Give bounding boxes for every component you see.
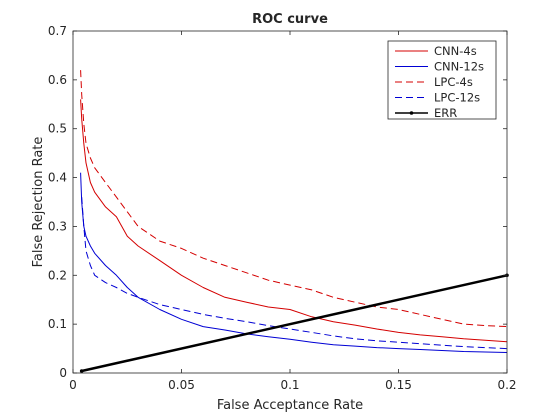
- series-line-err: [81, 274, 508, 373]
- x-tick-label: 0.15: [385, 378, 412, 392]
- ticks-layer: 0 0.05 0.1 0.15 0.2 0 0.1 0.2 0.3 0.4 0.5 0.6 0.7: [48, 24, 517, 392]
- series-line-lpc-12s: [81, 197, 508, 350]
- x-tick-label: 0.05: [168, 378, 195, 392]
- series-line-lpc-4s: [80, 70, 508, 328]
- y-tick-label: 0.3: [48, 219, 67, 233]
- y-tick-label: 0.6: [48, 73, 67, 87]
- y-tick-label: 0.4: [48, 171, 67, 185]
- chart-title: ROC curve: [252, 12, 328, 27]
- y-tick-label: 0.7: [48, 24, 67, 38]
- series-line-cnn-12s: [80, 172, 508, 353]
- legend-label-lpc-4s: LPC-4s: [434, 75, 473, 89]
- x-axis-label: False Acceptance Rate: [217, 398, 363, 413]
- legend-box: [387, 40, 497, 120]
- legend-label-cnn-4s: CNN-4s: [434, 44, 477, 58]
- x-tick-label: 0: [69, 378, 77, 392]
- y-tick-label: 0.2: [48, 268, 67, 282]
- series-line-cnn-4s: [80, 99, 508, 343]
- y-tick-label: 0: [59, 366, 67, 380]
- x-tick-label: 0.2: [497, 378, 516, 392]
- legend-label-lpc-12s: LPC-12s: [434, 91, 480, 105]
- y-tick-label: 0.5: [48, 122, 67, 136]
- y-tick-label: 0.1: [48, 317, 67, 331]
- y-axis-label: False Rejection Rate: [31, 137, 46, 268]
- legend-label-cnn-12s: CNN-12s: [434, 60, 484, 74]
- legend-marker-err: [409, 111, 414, 115]
- x-tick-label: 0.1: [280, 378, 299, 392]
- series-point-err: [79, 369, 84, 373]
- legend-label-err: ERR: [434, 106, 457, 120]
